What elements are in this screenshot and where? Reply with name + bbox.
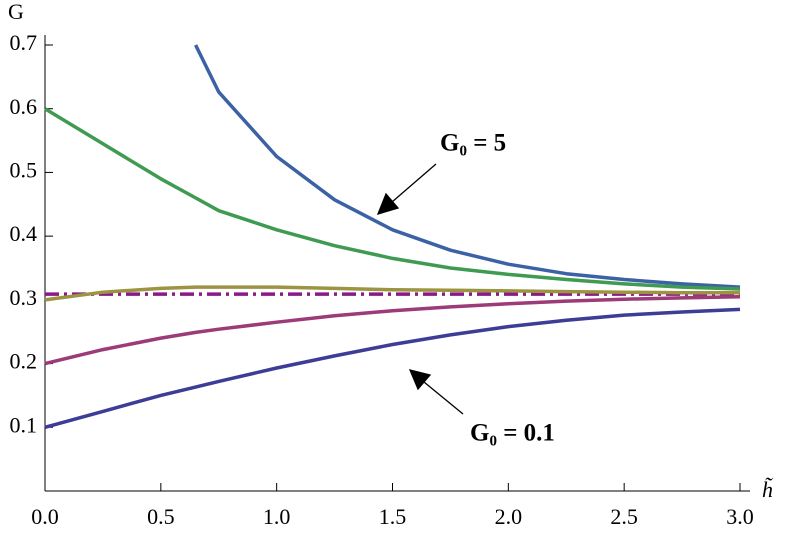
- x-tick-label: 1.0: [263, 504, 291, 529]
- series-line: [194, 44, 741, 289]
- x-tick-label: 2.5: [610, 504, 638, 529]
- y-tick-label: 0.6: [10, 94, 38, 119]
- annotation: G₀ = 0.1: [470, 420, 555, 447]
- y-tick-label: 0.3: [10, 285, 38, 310]
- x-tick-label: 0.5: [147, 504, 175, 529]
- x-axis-label: h̃: [762, 477, 773, 502]
- y-tick-label: 0.2: [10, 349, 38, 374]
- arrow-head: [376, 192, 400, 216]
- series-line: [44, 107, 741, 291]
- arrow: [423, 381, 464, 415]
- arrows: [376, 163, 464, 415]
- y-tick-label: 0.5: [10, 157, 38, 182]
- x-tick-label: 2.0: [495, 504, 523, 529]
- x-tick-label: 1.5: [379, 504, 407, 529]
- arrow-head: [408, 369, 432, 391]
- series-line: [44, 307, 741, 429]
- y-tick-label: 0.4: [10, 221, 38, 246]
- arrow: [391, 163, 437, 203]
- y-axis-label: G: [8, 0, 24, 24]
- series-line: [44, 285, 740, 302]
- x-tick-label: 0.0: [31, 504, 59, 529]
- y-tick-label: 0.1: [10, 412, 38, 437]
- y-tick-label: 0.7: [10, 30, 38, 55]
- x-tick-label: 3.0: [726, 504, 754, 529]
- series-line: [44, 294, 741, 366]
- annotation: G₀ = 5: [440, 130, 506, 157]
